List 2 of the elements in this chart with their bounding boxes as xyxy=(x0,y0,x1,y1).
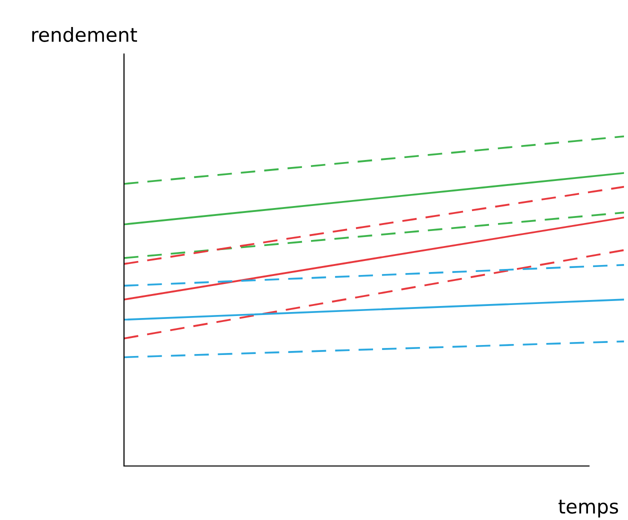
x-axis-title: temps xyxy=(558,500,618,518)
y-axis-title: rendement xyxy=(32,26,138,42)
